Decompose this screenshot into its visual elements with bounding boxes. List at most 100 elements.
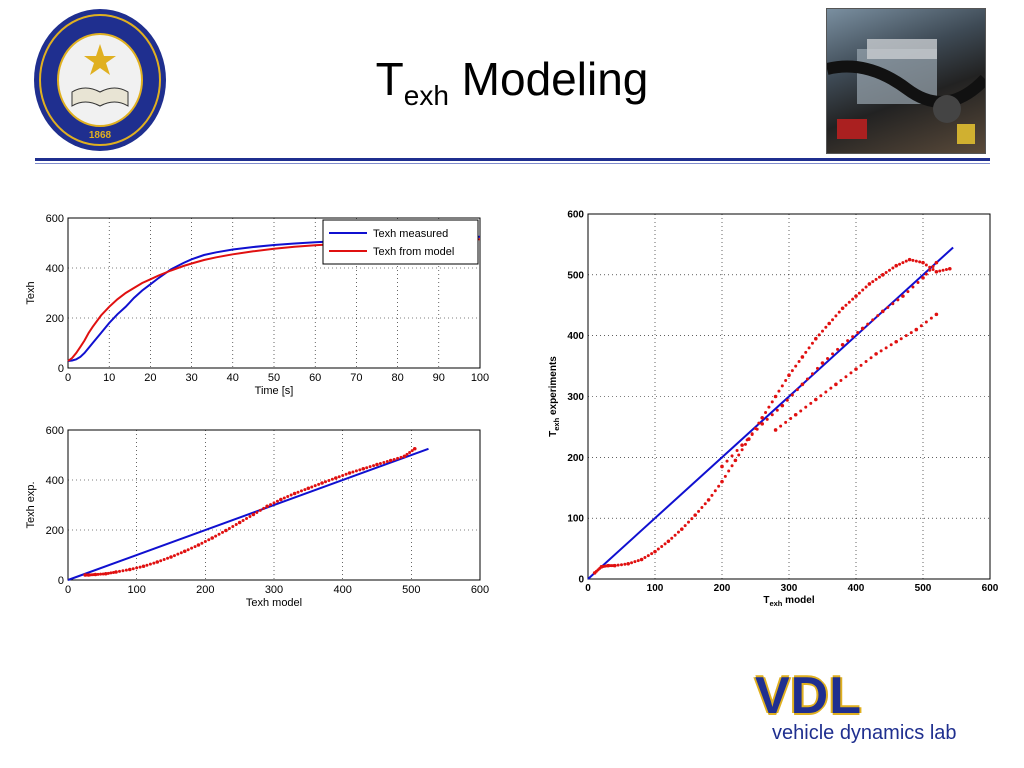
data-point: [162, 558, 166, 561]
x-tick-label: 10: [103, 372, 115, 384]
data-point: [196, 543, 201, 547]
data-point: [837, 310, 841, 314]
data-point: [650, 552, 654, 556]
data-point: [639, 557, 644, 562]
data-point: [666, 539, 671, 544]
chart-model-vs-exp-large-plot: 0 100 200 300 400 500 600 0 100 200 300 400 500 600 Te…: [548, 210, 999, 609]
data-point: [800, 355, 805, 359]
data-point: [834, 382, 838, 387]
data-point: [856, 330, 860, 334]
data-point: [660, 544, 664, 548]
chart-model-vs-exp-small-plot: 0 100 200 300 400 500 600 0 200 400 600 Texh model T…: [25, 425, 489, 609]
data-point: [901, 261, 905, 265]
university-seal: 1868: [34, 9, 166, 151]
data-point: [866, 322, 870, 326]
data-point: [861, 288, 865, 292]
seal-lettering: 1868: [89, 130, 112, 141]
data-point: [914, 327, 919, 332]
vdl-logo: VDL: [755, 667, 862, 725]
data-point: [234, 523, 238, 526]
data-point: [790, 369, 794, 373]
data-point: [773, 428, 778, 432]
data-point: [737, 453, 741, 457]
data-point: [673, 533, 677, 537]
data-point: [924, 263, 928, 267]
data-point: [145, 563, 149, 567]
data-point: [904, 259, 908, 263]
data-point: [245, 517, 249, 520]
data-point: [725, 459, 729, 463]
data-point: [938, 269, 942, 273]
data-point: [727, 469, 731, 473]
data-point: [111, 570, 115, 574]
data-point: [408, 451, 412, 454]
data-point: [176, 552, 180, 556]
data-point: [934, 269, 939, 274]
data-point: [824, 325, 828, 329]
data-point: [324, 480, 327, 484]
data-point: [231, 525, 235, 528]
data-point: [831, 318, 835, 322]
data-point: [743, 442, 747, 446]
x-tick-label: 0: [585, 583, 591, 594]
data-point: [911, 285, 915, 289]
x-tick-label: 600: [471, 584, 489, 596]
data-point: [789, 417, 793, 421]
x-tick-label: 500: [915, 583, 932, 594]
data-point: [613, 563, 617, 568]
data-point: [317, 482, 321, 486]
data-point: [337, 475, 341, 479]
data-point: [919, 324, 923, 328]
data-point: [836, 347, 840, 351]
data-point: [740, 443, 744, 447]
data-point: [388, 458, 393, 463]
vdl-logo-tagline: vehicle dynamics lab: [772, 722, 957, 744]
data-point: [889, 343, 893, 347]
data-point: [934, 260, 939, 265]
data-point: [916, 280, 920, 284]
data-point: [248, 515, 252, 518]
data-point: [760, 422, 764, 426]
x-tick-label: 30: [185, 372, 197, 384]
seal-year: 1868: [89, 130, 112, 141]
data-point: [710, 493, 714, 497]
data-point: [854, 294, 858, 298]
data-point: [840, 306, 845, 311]
x-tick-label: 100: [647, 583, 664, 594]
title-rule: [35, 158, 990, 161]
data-point: [365, 466, 369, 470]
data-point: [275, 499, 279, 503]
data-point: [914, 259, 918, 263]
data-point: [860, 326, 865, 331]
data-point: [330, 477, 334, 481]
x-tick-label: 80: [391, 372, 403, 384]
data-point: [793, 412, 798, 417]
data-point: [155, 560, 160, 564]
y-tick-label: 600: [46, 425, 64, 437]
y-tick-label: 600: [567, 210, 584, 221]
data-point: [179, 551, 183, 555]
data-point: [907, 257, 912, 262]
data-point: [829, 386, 833, 390]
y-tick-label: 200: [46, 525, 64, 537]
data-point: [630, 561, 634, 565]
chart-time-series: 0 10 20 30 40 50 60 70 80 90 100 0 200 400 600 Time [s]…: [25, 213, 489, 397]
data-point: [797, 360, 801, 364]
data-point: [810, 372, 814, 376]
data-point: [258, 508, 262, 512]
data-point: [840, 342, 845, 347]
data-point: [207, 538, 211, 542]
data-point: [382, 461, 386, 464]
data-point: [839, 379, 843, 383]
data-point: [135, 566, 139, 570]
data-point: [879, 349, 883, 353]
data-point: [779, 424, 783, 428]
data-point: [891, 266, 895, 270]
data-point: [821, 329, 824, 333]
data-point: [327, 479, 331, 482]
data-point: [886, 306, 890, 310]
data-point: [948, 266, 952, 271]
data-point: [241, 519, 245, 522]
data-point: [221, 530, 224, 534]
data-point: [620, 563, 623, 567]
